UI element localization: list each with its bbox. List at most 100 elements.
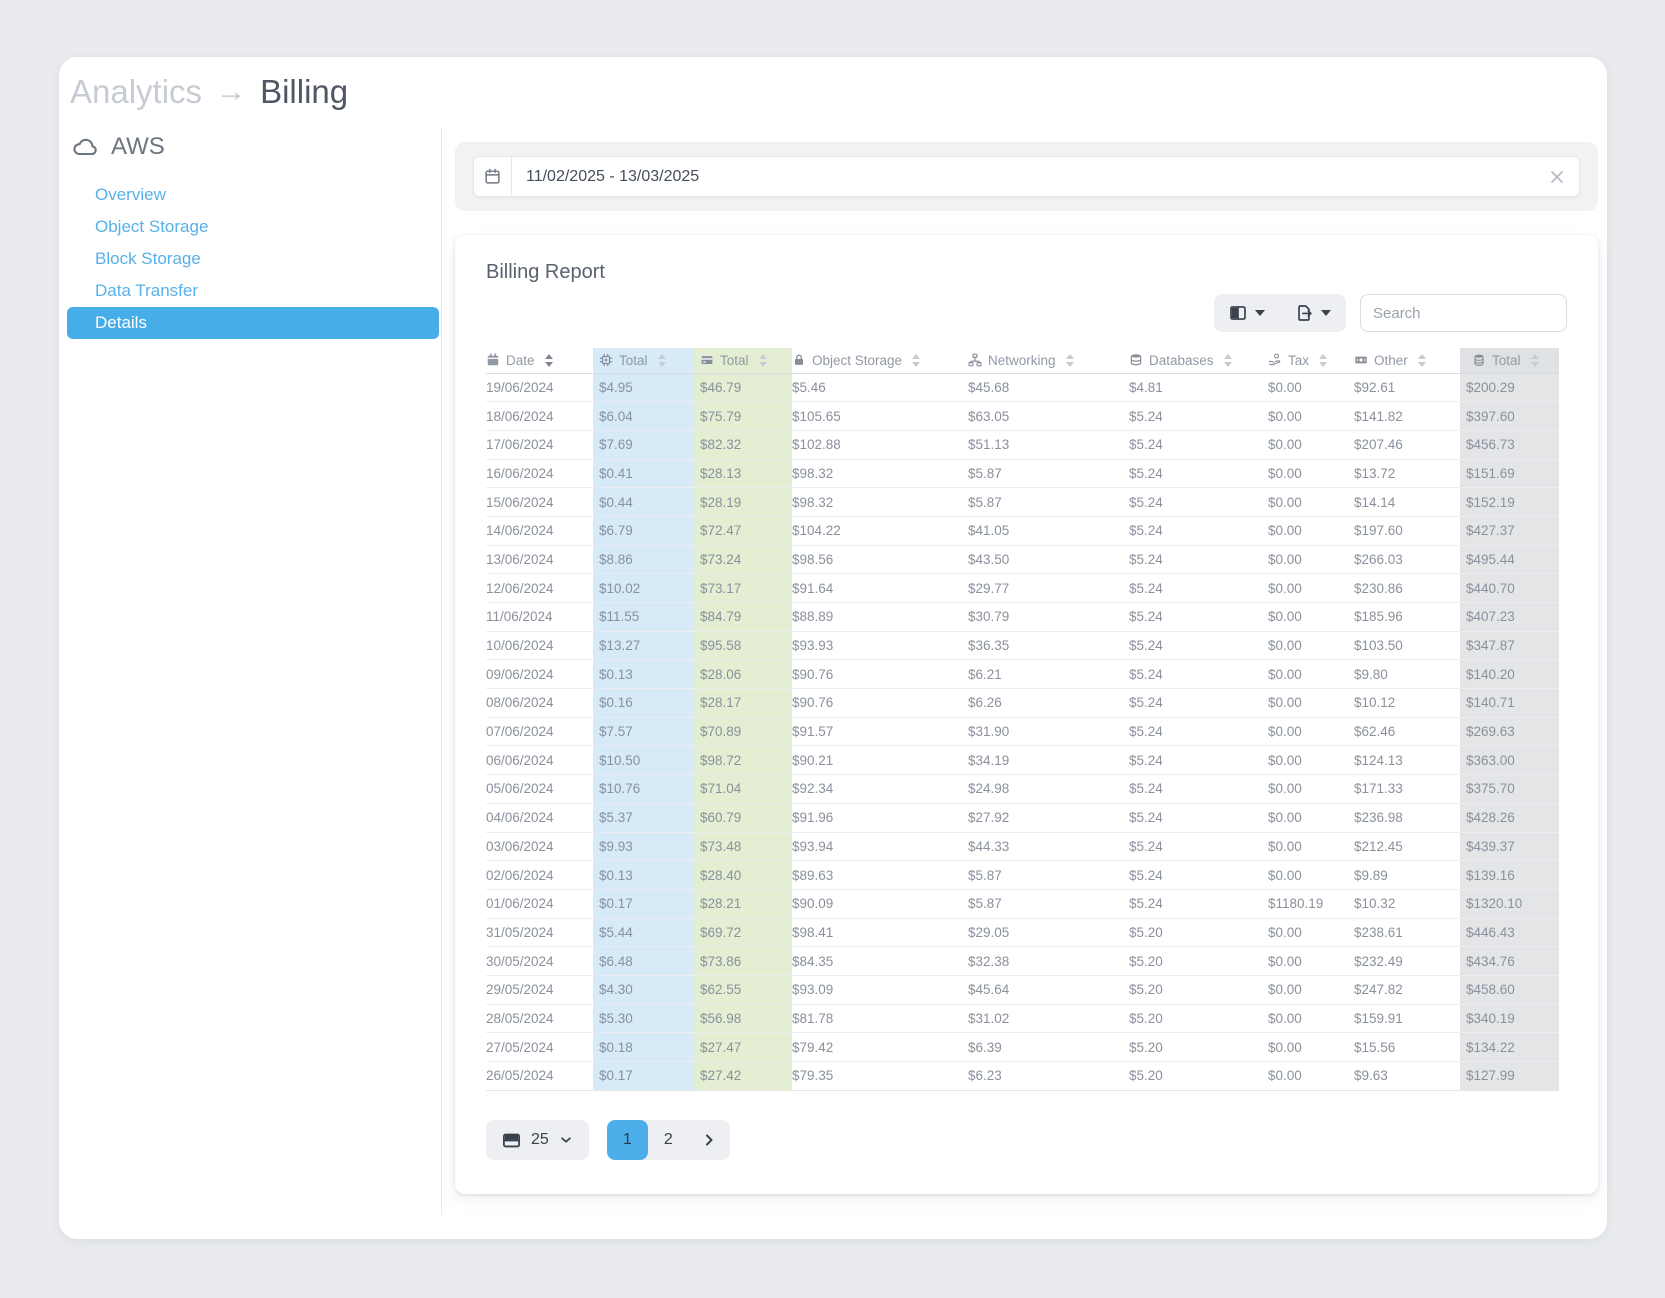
sort-toggle[interactable] [1530,353,1539,367]
table-cell: $428.26 [1460,803,1559,833]
table-cell: $0.00 [1268,659,1354,690]
sidebar-item-details[interactable]: Details [67,307,439,339]
date-range-input[interactable]: 11/02/2025 - 13/03/2025 [473,156,1580,197]
table-cell: $10.02 [593,573,694,603]
billing-table: Date [486,348,1559,1091]
table-cell: $6.48 [593,946,694,976]
calendar-icon [485,168,500,184]
table-cell: $7.69 [593,430,694,460]
rows-per-page-button[interactable]: 25 [486,1120,589,1160]
table-cell: $185.96 [1354,602,1460,632]
table-cell: $269.63 [1460,717,1559,747]
table-cell: $71.04 [694,774,792,804]
col-header-total-compute[interactable]: Total [593,348,694,374]
table-cell: $36.35 [968,631,1129,661]
table-cell: $14.14 [1354,487,1460,517]
sort-toggle[interactable] [544,353,553,367]
col-label: Tax [1288,352,1310,368]
table-cell: $5.24 [1129,803,1268,833]
columns-picker-button[interactable] [1214,294,1280,332]
col-header-other[interactable]: Other [1354,348,1460,374]
date-clear-button[interactable] [1535,170,1579,184]
table-cell: $30.79 [968,602,1129,632]
date-range-value[interactable]: 11/02/2025 - 13/03/2025 [526,167,700,185]
table-cell: $92.61 [1354,373,1460,403]
table-row: 08/06/2024 $0.16 $28.17 $90.76 $6.26 $5.24 $0.… [486,688,1559,718]
table-cell: $5.30 [593,1004,694,1034]
table-cell: $105.65 [792,401,968,431]
chip-icon [599,353,613,367]
table-row: 01/06/2024 $0.17 $28.21 $90.09 $5.87 $5.24 $11… [486,889,1559,919]
table-cell: $98.32 [792,487,968,517]
table-cell: $0.00 [1268,602,1354,632]
sort-toggle[interactable] [1223,353,1232,367]
lock-icon [794,354,804,366]
table-cell: $103.50 [1354,631,1460,661]
table-row: 09/06/2024 $0.13 $28.06 $90.76 $6.21 $5.24 $0.… [486,659,1559,690]
table-cell: $0.00 [1268,573,1354,603]
table-cell: $73.86 [694,946,792,976]
col-header-networking[interactable]: Networking [968,348,1129,374]
calendar-button[interactable] [474,157,512,196]
table-cell: $24.98 [968,774,1129,804]
table-cell: $375.70 [1460,774,1559,804]
table-cell: $4.30 [593,975,694,1005]
sort-toggle[interactable] [1417,353,1426,367]
table-cell: $407.23 [1460,602,1559,632]
table-row: 27/05/2024 $0.18 $27.47 $79.42 $6.39 $5.20 $0.… [486,1032,1559,1062]
table-cell: $90.76 [792,659,968,690]
sidebar-item-overview[interactable]: Overview [95,185,166,204]
table-header-row: Date [486,348,1559,374]
table-cell: 08/06/2024 [486,688,593,718]
sidebar-item-block-storage[interactable]: Block Storage [95,249,201,268]
sidebar-item-object-storage[interactable]: Object Storage [95,217,209,236]
table-cell: $5.24 [1129,688,1268,718]
sort-toggle[interactable] [912,353,921,367]
table-cell: $0.41 [593,459,694,489]
sort-toggle[interactable] [1319,353,1328,367]
sidebar-item-data-transfer[interactable]: Data Transfer [95,281,198,300]
table-cell: $4.95 [593,373,694,403]
table-cell: $0.00 [1268,459,1354,489]
page-button-2[interactable]: 2 [648,1120,689,1160]
next-page-button[interactable] [689,1120,730,1160]
breadcrumb-arrow-icon: → [216,75,247,108]
col-header-object-storage[interactable]: Object Storage [792,348,968,374]
table-cell: 31/05/2024 [486,918,593,948]
breadcrumb-parent[interactable]: Analytics [70,73,203,110]
table-cell: $4.81 [1129,373,1268,403]
col-header-date[interactable]: Date [486,348,593,374]
table-cell: $13.27 [593,631,694,661]
page-button-1[interactable]: 1 [606,1120,648,1160]
table-cell: $44.33 [968,832,1129,862]
table-row: 16/06/2024 $0.41 $28.13 $98.32 $5.87 $5.24 $0.… [486,459,1559,489]
table-cell: $363.00 [1460,745,1559,776]
table-cell: 29/05/2024 [486,975,593,1005]
col-header-tax[interactable]: Tax [1268,348,1354,374]
table-cell: $31.90 [968,717,1129,747]
table-cell: $5.24 [1129,459,1268,489]
table-cell: $41.05 [968,516,1129,546]
date-range-bar: 11/02/2025 - 13/03/2025 [455,142,1598,211]
table-cell: $34.19 [968,745,1129,776]
table-cell: 11/06/2024 [486,602,593,632]
col-header-total[interactable]: Total [1460,348,1559,374]
sort-toggle[interactable] [657,353,666,367]
page-title: Billing [260,73,349,110]
table-cell: $230.86 [1354,573,1460,603]
col-header-total-card[interactable]: Total [694,348,792,374]
table-cell: 02/06/2024 [486,860,593,890]
sort-toggle[interactable] [1065,353,1074,367]
table-cell: $440.70 [1460,573,1559,603]
table-cell: $9.93 [593,832,694,862]
search-input[interactable] [1360,294,1567,332]
table-cell: $1180.19 [1268,889,1354,919]
table-cell: $446.43 [1460,918,1559,948]
export-button[interactable] [1280,294,1346,332]
table-cell: $28.19 [694,487,792,517]
table-cell: 03/06/2024 [486,832,593,862]
table-cell: $10.50 [593,745,694,776]
col-header-databases[interactable]: Databases [1129,348,1268,374]
table-cell: $5.24 [1129,545,1268,575]
sort-toggle[interactable] [758,353,767,367]
